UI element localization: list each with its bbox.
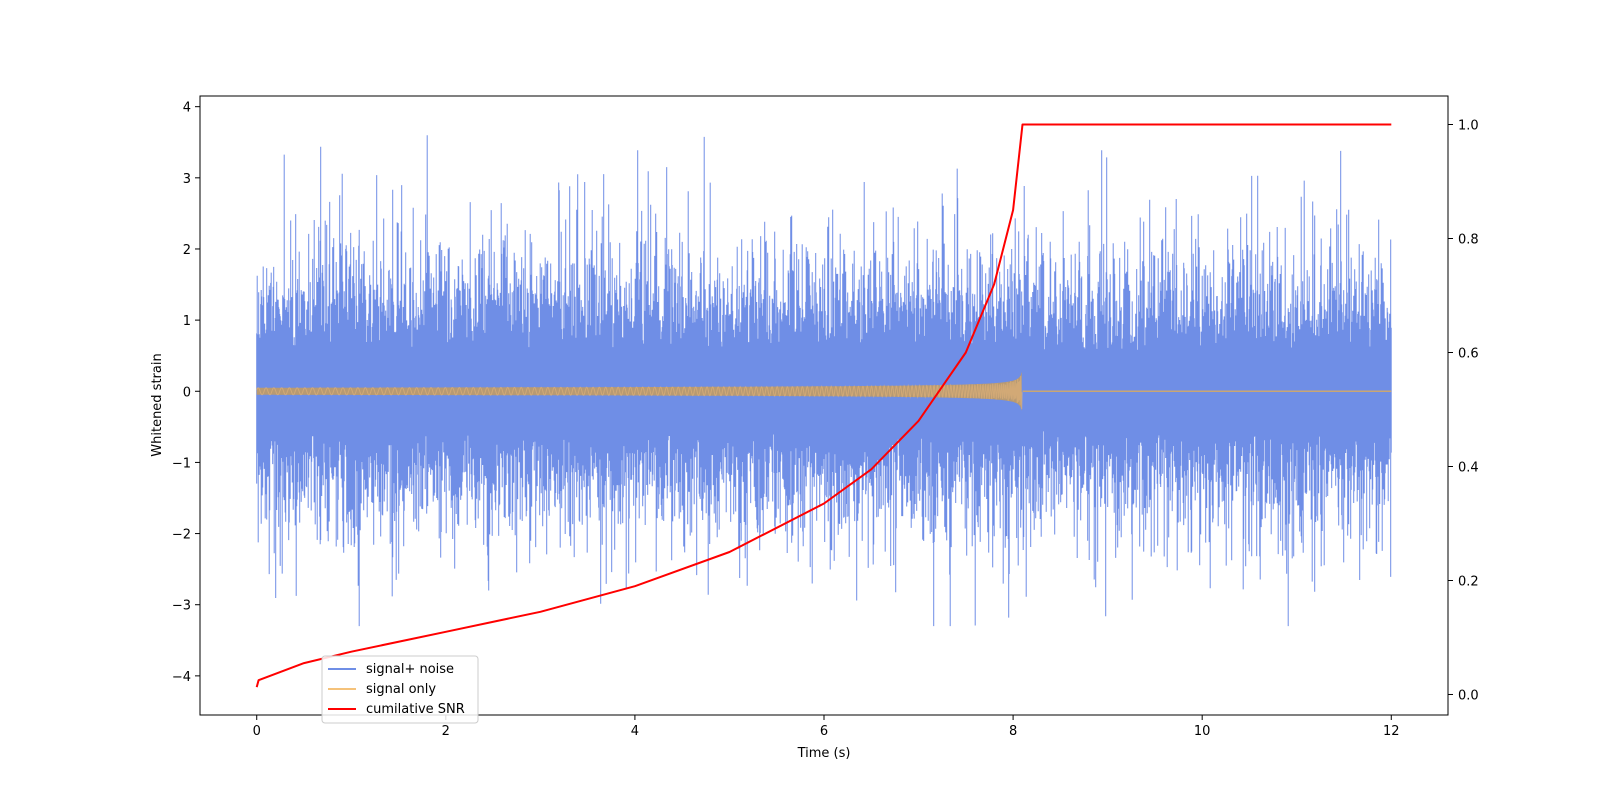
series-layer [255, 123, 1392, 688]
x-axis: 0 2 4 6 8 10 12 [253, 715, 1400, 739]
y-tick-label: −3 [172, 599, 191, 614]
y-tick-label: 1 [183, 314, 191, 329]
series-signal-only-envelope [256, 371, 1022, 411]
x-axis-label: Time (s) [797, 746, 851, 761]
y2-tick-label: 0.2 [1458, 574, 1479, 589]
x-tick-label: 10 [1194, 724, 1211, 739]
series-signal-only [256, 375, 1023, 410]
x-tick-label: 0 [253, 724, 261, 739]
y2-tick-label: 1.0 [1458, 118, 1479, 133]
x-tick-label: 4 [631, 724, 639, 739]
y-tick-label: 3 [183, 172, 191, 187]
y2-tick-label: 0.6 [1458, 346, 1479, 361]
legend-label-signal-only: signal only [366, 682, 436, 697]
y2-tick-label: 0.0 [1458, 688, 1479, 703]
plot-area [199, 95, 1449, 716]
legend: signal+ noise signal only cumilative SNR [321, 655, 479, 724]
y-tick-label: −4 [172, 670, 191, 685]
y-axis-label: Whitened strain [150, 353, 165, 456]
x-tick-label: 2 [442, 724, 450, 739]
x-tick-label: 6 [820, 724, 828, 739]
y-axis-left: −4 −3 −2 −1 0 1 2 3 4 [172, 101, 200, 685]
y-tick-label: 0 [183, 385, 191, 400]
legend-label-cumulative-snr: cumilative SNR [366, 702, 465, 717]
x-tick-label: 12 [1383, 724, 1400, 739]
y2-tick-label: 0.4 [1458, 460, 1479, 475]
y-tick-label: 2 [183, 243, 191, 258]
y-tick-label: −2 [172, 528, 191, 543]
x-tick-label: 8 [1009, 724, 1017, 739]
y-tick-label: −1 [172, 456, 191, 471]
y-tick-label: 4 [183, 101, 191, 116]
y2-tick-label: 0.8 [1458, 232, 1479, 247]
series-signal-noise [256, 135, 1392, 627]
legend-box [321, 655, 479, 724]
y-axis-right: 0.0 0.2 0.4 0.6 0.8 1.0 [1448, 118, 1479, 703]
legend-label-signal-noise: signal+ noise [366, 662, 454, 677]
